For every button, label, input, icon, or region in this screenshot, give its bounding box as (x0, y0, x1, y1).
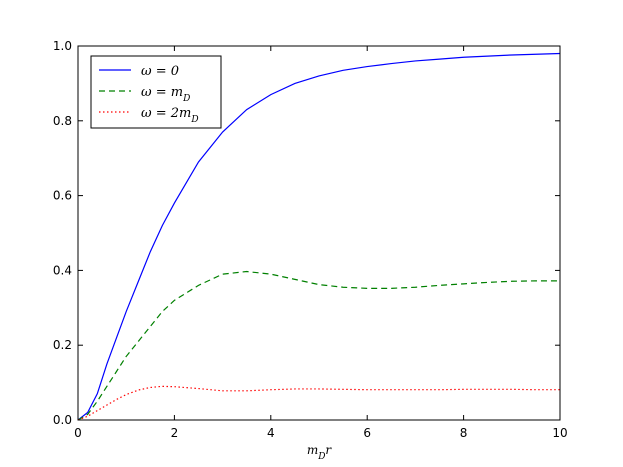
y-tick-label: 0.6 (53, 189, 72, 203)
series-line-1 (77, 52, 561, 421)
legend-label-2: ω = mD (141, 85, 190, 104)
legend: ω = 0 ω = mD ω = 2mD (90, 55, 222, 129)
x-tick-label: 8 (460, 426, 468, 440)
x-tick-label: 10 (552, 426, 567, 440)
series-line-3 (77, 385, 560, 421)
legend-box (90, 55, 222, 129)
x-tick-label: 2 (171, 426, 179, 440)
axes-frame (77, 45, 561, 421)
x-tick-label: 4 (267, 426, 275, 440)
legend-label-1: ω = 0 (141, 64, 179, 79)
series-line-2 (77, 270, 560, 421)
y-tick-label: 0.4 (53, 263, 72, 277)
series-layer (77, 52, 561, 421)
y-tick-label: 0.2 (53, 338, 72, 352)
y-tick-label: 0.0 (53, 413, 72, 427)
x-axis-label: mDr (307, 443, 333, 462)
y-tick-label: 0.8 (53, 114, 72, 128)
x-tick-label: 0 (74, 426, 82, 440)
legend-label-3: ω = 2mD (141, 106, 199, 125)
ticks-layer: 0 2 4 6 8 10 0.0 0.2 0.4 0.6 0.8 1.0 (53, 39, 568, 440)
y-tick-label: 1.0 (53, 39, 72, 53)
x-tick-label: 6 (363, 426, 371, 440)
